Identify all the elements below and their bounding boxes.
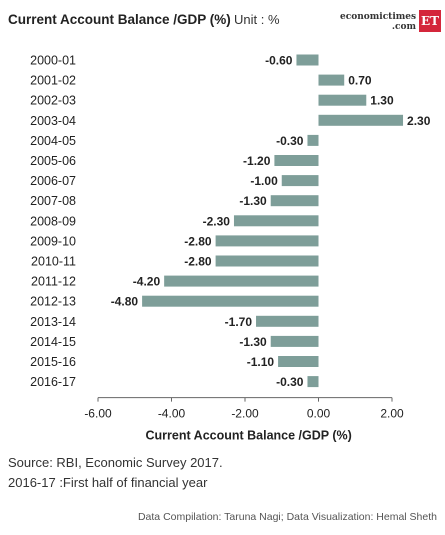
data-label: -4.20 <box>133 275 161 289</box>
bar-2004-05 <box>307 134 319 146</box>
bar-2013-14 <box>256 315 319 327</box>
bar-2006-07 <box>281 175 319 187</box>
footnote: 2016-17 :First half of financial year <box>8 475 208 490</box>
data-label: -4.80 <box>111 295 139 309</box>
category-label: 2002-03 <box>30 94 76 108</box>
bar-chart: 2000-01 -0.60 2001-02 0.70 2002-03 1.30 2003-0… <box>30 54 431 443</box>
data-label: -1.10 <box>247 355 275 369</box>
bar-2005-06 <box>274 155 319 166</box>
data-label: -1.30 <box>239 335 267 349</box>
x-tick-label: 0.00 <box>307 407 331 421</box>
bar-2009-10 <box>215 235 319 247</box>
category-label: 2001-02 <box>30 74 76 88</box>
logo-line-1: economictimes <box>340 12 417 22</box>
data-label: 2.30 <box>407 114 431 128</box>
category-label: 2003-04 <box>30 114 76 128</box>
bar-2008-09 <box>233 215 319 227</box>
data-label: 1.30 <box>370 94 394 108</box>
category-label: 2005-06 <box>30 154 76 168</box>
bar-2016-17 <box>307 376 319 388</box>
category-label: 2007-08 <box>30 194 76 208</box>
x-axis-label: Current Account Balance /GDP (%) <box>146 429 352 443</box>
category-label: 2006-07 <box>30 174 76 188</box>
category-label: 2013-14 <box>30 315 76 329</box>
credit-line: Data Compilation: Taruna Nagi; Data Visu… <box>137 511 437 523</box>
data-label: -1.30 <box>239 194 267 208</box>
x-tick-label: 2.00 <box>380 407 404 421</box>
category-label: 2010-11 <box>31 255 76 269</box>
logo-line-2: .com <box>391 22 416 32</box>
source-note: Source: RBI, Economic Survey 2017. <box>8 455 223 470</box>
chart-title: Current Account Balance /GDP (%) <box>8 12 231 27</box>
unit-label: Unit : % <box>234 12 280 27</box>
chart-header: Current Account Balance /GDP (%) Unit : … <box>0 0 445 40</box>
data-label: 0.70 <box>348 74 372 88</box>
data-label: -0.30 <box>276 134 304 148</box>
bar-2002-03 <box>318 94 367 106</box>
data-label: -1.20 <box>243 154 271 168</box>
category-label: 2014-15 <box>30 335 76 349</box>
bar-2014-15 <box>270 335 319 347</box>
category-label: 2012-13 <box>30 295 76 309</box>
category-label: 2009-10 <box>30 234 76 248</box>
x-tick-label: -2.00 <box>231 407 259 421</box>
data-label: -2.30 <box>203 214 231 228</box>
et-logo-icon: ET <box>419 10 441 32</box>
bar-2001-02 <box>318 74 345 86</box>
x-tick-label: -6.00 <box>84 407 112 421</box>
bar-2003-04 <box>318 114 404 126</box>
category-label: 2008-09 <box>30 214 76 228</box>
x-tick-label: -4.00 <box>158 407 186 421</box>
bar-2012-13 <box>142 295 319 307</box>
category-label: 2004-05 <box>30 134 76 148</box>
category-label: 2015-16 <box>30 355 76 369</box>
bar-2011-12 <box>164 275 319 287</box>
data-label: -1.00 <box>250 174 278 188</box>
category-label: 2000-01 <box>30 54 76 68</box>
bar-2015-16 <box>278 356 319 367</box>
data-label: -0.60 <box>265 54 293 68</box>
data-label: -2.80 <box>184 234 212 248</box>
publisher-logo-text: economictimes .com <box>340 12 416 32</box>
category-label: 2011-12 <box>31 275 76 289</box>
bar-2007-08 <box>270 195 319 207</box>
data-label: -1.70 <box>225 315 253 329</box>
data-label: -0.30 <box>276 375 304 389</box>
data-label: -2.80 <box>184 255 212 269</box>
bar-2000-01 <box>296 54 319 66</box>
category-label: 2016-17 <box>30 375 76 389</box>
bar-2010-11 <box>215 255 319 267</box>
